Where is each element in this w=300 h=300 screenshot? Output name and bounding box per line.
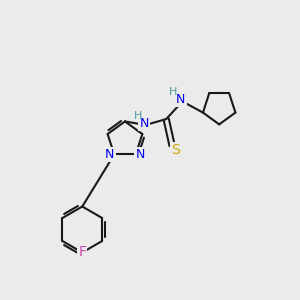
Text: N: N bbox=[176, 93, 186, 106]
Text: N: N bbox=[140, 117, 149, 130]
Text: N: N bbox=[105, 148, 115, 161]
Text: H: H bbox=[134, 111, 142, 121]
Text: H: H bbox=[169, 87, 178, 97]
Text: N: N bbox=[135, 148, 145, 161]
Text: S: S bbox=[171, 143, 179, 157]
Text: F: F bbox=[78, 245, 86, 260]
